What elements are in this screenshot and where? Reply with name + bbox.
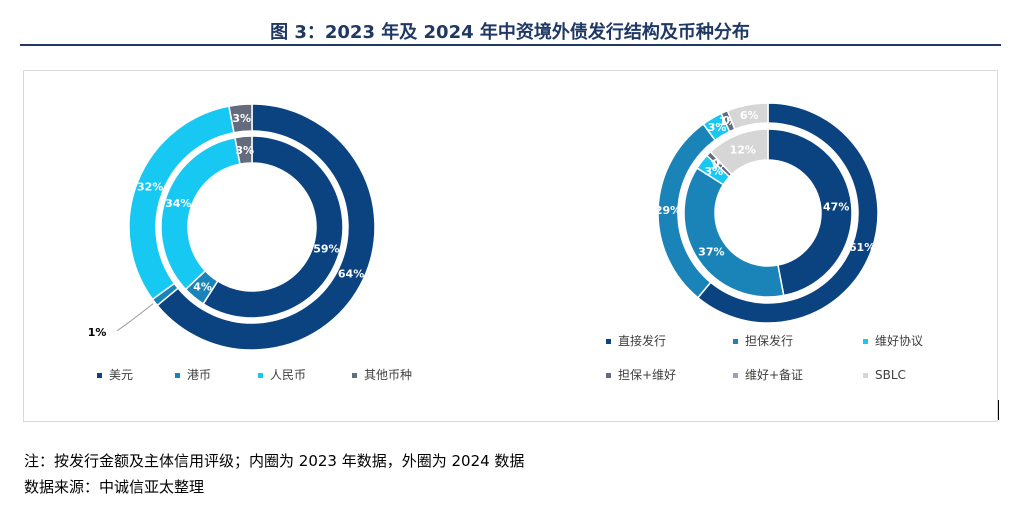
chart1-inner-label-3: 3%: [235, 144, 254, 157]
chart2-outer-label-5: 6%: [740, 109, 759, 122]
chart1-inner-slice-3: [234, 135, 253, 166]
chart1-inner-slice-0: [202, 135, 344, 319]
chart1-legend-swatch-0: [97, 373, 102, 378]
chart2-inner-slice-5: [709, 128, 769, 176]
figure-note: 注：按发行金额及主体信用评级；内圈为 2023 年数据，外圈为 2024 数据: [24, 452, 525, 470]
chart1-outer-slice-3: [228, 103, 253, 134]
chart2-legend-label-5: SBLC: [875, 368, 906, 382]
chart2-inner-label-1: 37%: [698, 246, 724, 259]
chart1-legend-label-3: 其他币种: [364, 368, 412, 382]
chart2-legend-swatch-4: [733, 373, 738, 378]
chart2-outer-slice-5: [726, 102, 769, 131]
chart1-legend-label-1: 港币: [187, 368, 211, 382]
chart2-legend-label-4: 维好+备证: [745, 368, 803, 382]
chart2-legend-swatch-2: [863, 339, 868, 344]
frame-tick: [998, 400, 999, 420]
chart1-inner-label-1: 4%: [193, 281, 212, 294]
chart2-legend-swatch-0: [606, 339, 611, 344]
chart1-outer-label-0: 64%: [338, 268, 364, 281]
chart2-legend-label-1: 担保发行: [745, 333, 793, 348]
figure-title: 图 3：2023 年及 2024 年中资境外债发行结构及币种分布: [270, 22, 750, 43]
donut-chart-1: 59% 4% 34% 3% 64% 1% 32% 3% 美元 港币 人民币 其他币种: [88, 103, 412, 382]
donut-chart-2: 47%37%3%1%0%12%61%29%3%1%0%6%直接发行担保发行维好协…: [606, 102, 923, 382]
chart2-outer-label-2: 3%: [708, 121, 727, 134]
chart1-legend-swatch-3: [352, 373, 357, 378]
chart1-legend-label-2: 人民币: [270, 368, 306, 382]
chart1-inner-label-0: 59%: [313, 243, 339, 256]
chart1-outer-label-1: 1%: [88, 326, 107, 339]
chart2-inner-label-2: 3%: [705, 165, 724, 178]
chart2-legend-swatch-3: [606, 373, 611, 378]
chart2-legend-label-3: 担保+维好: [618, 368, 676, 382]
callout-line: [116, 303, 154, 332]
chart1-legend-swatch-1: [175, 373, 180, 378]
chart2-outer-slice-0: [696, 102, 879, 324]
title-rule: [20, 44, 1001, 46]
chart2-legend-swatch-1: [733, 339, 738, 344]
chart2-outer-label-0: 61%: [849, 241, 875, 254]
chart2-outer-label-1: 29%: [655, 204, 681, 217]
chart1-outer-label-3: 3%: [232, 112, 251, 125]
chart1-outer-slice-0: [156, 103, 376, 351]
chart2-inner-slice-0: [767, 128, 853, 297]
chart2-inner-label-5: 12%: [730, 143, 756, 156]
chart2-legend-label-2: 维好协议: [875, 333, 923, 348]
chart1-legend-swatch-2: [258, 373, 263, 378]
chart1-inner-label-2: 34%: [165, 197, 191, 210]
chart2-legend-swatch-5: [863, 373, 868, 378]
chart2-inner-label-0: 47%: [823, 201, 849, 214]
data-source: 数据来源：中诚信亚太整理: [24, 478, 205, 496]
chart1-outer-label-2: 32%: [137, 181, 163, 194]
chart2-legend-label-0: 直接发行: [618, 333, 666, 348]
chart1-legend-label-0: 美元: [109, 368, 133, 382]
chart2-inner-slice-1: [683, 166, 785, 298]
